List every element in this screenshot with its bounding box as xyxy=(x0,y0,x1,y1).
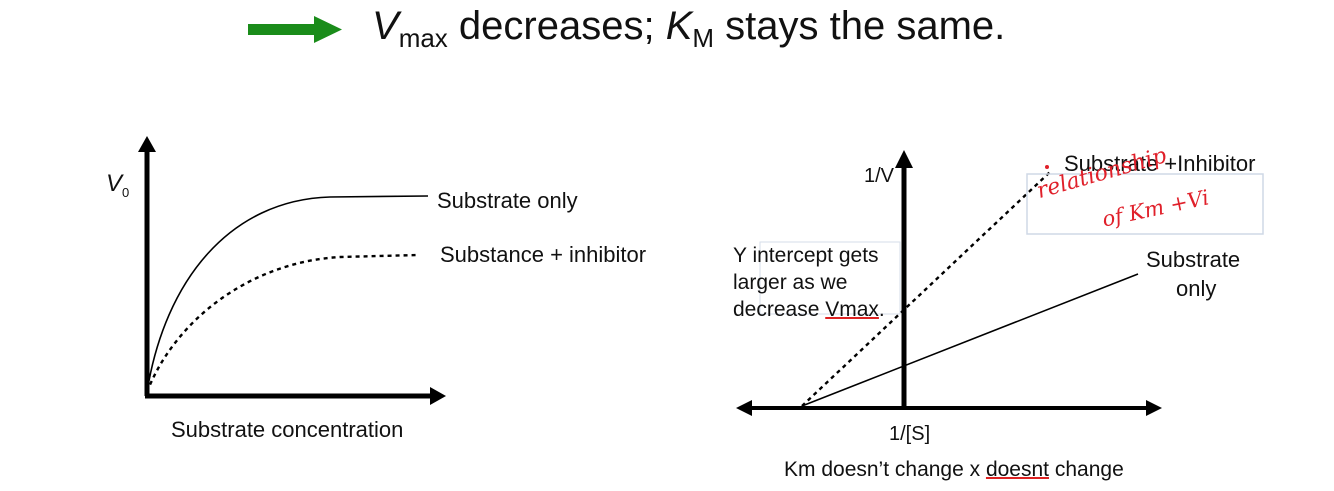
title-middle: decreases; xyxy=(447,4,666,48)
km-subscript: M xyxy=(692,23,715,53)
note-line-3-prefix: decrease xyxy=(733,298,826,321)
km-symbol: K xyxy=(665,4,693,48)
note-line-3: decrease Vmax. xyxy=(733,296,885,323)
right-legend-substrate-only-line2: only xyxy=(1176,276,1217,301)
marker-dot xyxy=(1045,165,1049,169)
left-legend-substrate-only: Substrate only xyxy=(437,188,578,213)
left-legend-substrate-inhibitor: Substance + inhibitor xyxy=(440,242,647,267)
left-y-axis-subscript: 0 xyxy=(122,184,130,200)
left-x-axis-label: Substrate concentration xyxy=(171,417,404,442)
y-intercept-note: Y intercept gets larger as we decrease V… xyxy=(733,242,885,323)
bottom-caption-word: doesnt xyxy=(985,458,1050,481)
left-y-axis-symbol: V xyxy=(106,170,123,197)
right-y-axis-label: 1/V xyxy=(864,165,895,187)
right-legend-substrate-inhibitor: Substrate +Inhibitor xyxy=(1064,151,1256,176)
note-vmax-word: Vmax xyxy=(825,298,879,321)
right-x-axis-label: 1/[S] xyxy=(889,423,931,445)
right-arrow-icon xyxy=(248,16,342,43)
left-curve-substrate-inhibitor xyxy=(145,253,419,393)
left-y-axis-label: V0 xyxy=(106,170,129,200)
handwriting-box xyxy=(1026,173,1264,235)
vmax-symbol: V xyxy=(372,4,399,48)
title-end: stays the same. xyxy=(714,4,1006,48)
bottom-caption-prefix: Km doesn’t change x xyxy=(784,458,986,481)
bottom-caption-suffix: change xyxy=(1049,458,1124,481)
bottom-caption: Km doesn’t change x doesnt change xyxy=(784,458,1124,482)
note-box xyxy=(759,241,901,315)
left-chart-axes xyxy=(138,136,446,405)
note-line-3-suffix: . xyxy=(878,298,885,321)
right-line-substrate-inhibitor xyxy=(801,171,1051,407)
right-chart-axes xyxy=(736,150,1162,416)
right-legend-substrate-only-line1: Substrate xyxy=(1146,247,1241,272)
note-line-2: larger as we xyxy=(733,271,848,294)
note-line-1: Y intercept gets xyxy=(733,244,879,267)
vmax-subscript: max xyxy=(398,23,448,53)
right-line-substrate-only xyxy=(801,273,1139,407)
left-curve-substrate-only xyxy=(146,195,429,393)
page-title: Vmax decreases; KM stays the same. xyxy=(372,4,1005,54)
